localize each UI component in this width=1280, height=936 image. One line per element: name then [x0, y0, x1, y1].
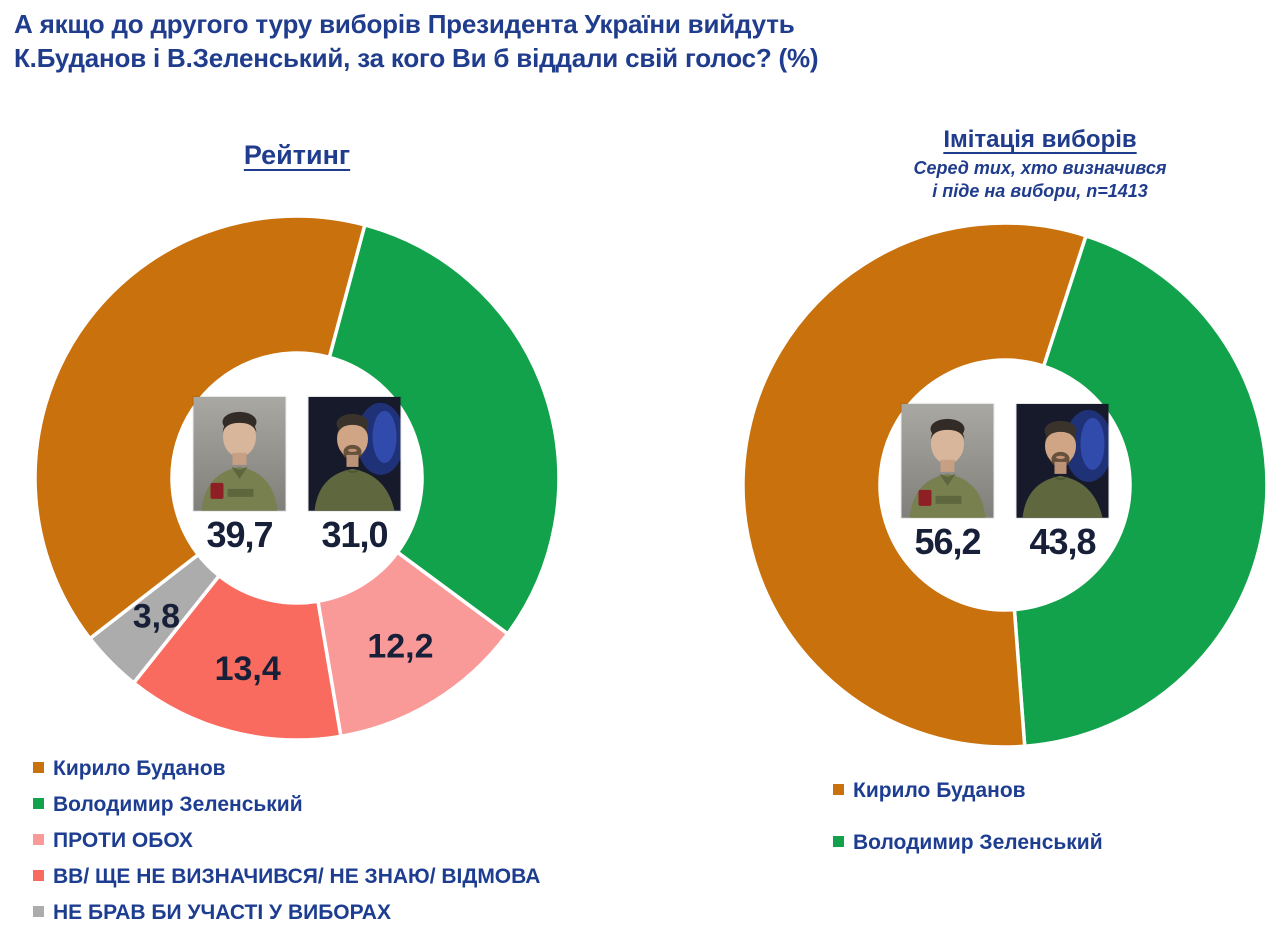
- legend-label: ВВ/ ЩЕ НЕ ВИЗНАЧИВСЯ/ НЕ ЗНАЮ/ ВІДМОВА: [53, 864, 541, 888]
- zelensky-photo: [308, 396, 401, 511]
- legend-item-against-both: ПРОТИ ОБОХ: [33, 828, 540, 853]
- t-shirt: [314, 468, 395, 511]
- legend-item-budanov: Кирило Буданов: [833, 778, 1103, 803]
- legend-swatch: [33, 798, 44, 809]
- red-patch: [918, 489, 932, 506]
- legend-item-zelensky: Володимир Зеленський: [33, 792, 540, 817]
- budanov-value: 39,7: [206, 513, 273, 555]
- legend-swatch: [833, 784, 844, 795]
- rating-donut-chart: 12,2 13,4 3,8: [27, 208, 567, 748]
- slice-value-label: 13,4: [215, 650, 281, 688]
- legend-swatch: [33, 870, 44, 881]
- right-chart-subtitle-line1: Серед тих, хто визначився: [913, 158, 1167, 178]
- right-chart-subtitle-line2: і піде на вибори, n=1413: [932, 180, 1148, 201]
- runoff-legend: Кирило Буданов Володимир Зеленський: [833, 778, 1103, 882]
- zelensky-value: 31,0: [321, 513, 388, 555]
- zelensky-photo: [1016, 403, 1109, 518]
- budanov-value: 56,2: [914, 520, 981, 562]
- right-chart-subtitle: Серед тих, хто визначився і піде на вибо…: [760, 157, 1280, 202]
- donut-slice: [1012, 234, 1269, 749]
- legend-label: Володимир Зеленський: [53, 792, 303, 816]
- slice-value-label: 3,8: [133, 598, 180, 636]
- donut-slice: [741, 221, 1088, 749]
- page-title-line2: К.Буданов і В.Зеленський, за кого Ви б в…: [14, 42, 819, 73]
- rating-donut-svg: 12,2 13,4 3,8: [33, 214, 561, 742]
- runoff-donut-chart: 56,2 43,8: [735, 215, 1275, 755]
- t-shirt: [1022, 475, 1103, 518]
- legend-swatch: [833, 836, 844, 847]
- legend-item-budanov: Кирило Буданов: [33, 756, 540, 781]
- donut-slice: [33, 214, 367, 641]
- right-chart-title: Імітація виборів: [943, 126, 1137, 153]
- face: [223, 416, 256, 457]
- page-title-line1: А якщо до другого туру виборів Президент…: [14, 9, 795, 39]
- donut-slice: [131, 573, 343, 742]
- legend-label: Кирило Буданов: [53, 756, 226, 780]
- rating-legend: Кирило Буданов Володимир Зеленський ПРОТ…: [33, 756, 540, 936]
- legend-swatch: [33, 834, 44, 845]
- legend-swatch: [33, 906, 44, 917]
- legend-label: Володимир Зеленський: [853, 830, 1103, 854]
- legend-label: ПРОТИ ОБОХ: [53, 828, 193, 852]
- legend-label: Кирило Буданов: [853, 778, 1026, 802]
- zelensky-value: 43,8: [1029, 520, 1096, 562]
- legend-item-zelensky: Володимир Зеленський: [833, 830, 1103, 855]
- runoff-center-overlay: 56,2 43,8: [901, 403, 1109, 562]
- legend-item-undecided: ВВ/ ЩЕ НЕ ВИЗНАЧИВСЯ/ НЕ ЗНАЮ/ ВІДМОВА: [33, 864, 540, 889]
- runoff-donut-svg: [741, 221, 1269, 749]
- left-chart-header: Рейтинг: [27, 140, 567, 171]
- right-chart-header: Імітація виборів Серед тих, хто визначив…: [760, 126, 1280, 202]
- budanov-photo: [901, 403, 994, 518]
- slice-value-label: 12,2: [367, 627, 433, 665]
- legend-swatch: [33, 762, 44, 773]
- left-chart-title: Рейтинг: [243, 140, 351, 170]
- budanov-photo: [193, 396, 286, 511]
- face: [931, 423, 964, 464]
- red-patch: [210, 482, 224, 499]
- rating-center-overlay: 39,7 31,0: [193, 396, 401, 555]
- legend-label: НЕ БРАВ БИ УЧАСТІ У ВИБОРАХ: [53, 900, 391, 924]
- legend-item-no-participation: НЕ БРАВ БИ УЧАСТІ У ВИБОРАХ: [33, 900, 540, 925]
- page-title: А якщо до другого туру виборів Президент…: [14, 8, 819, 76]
